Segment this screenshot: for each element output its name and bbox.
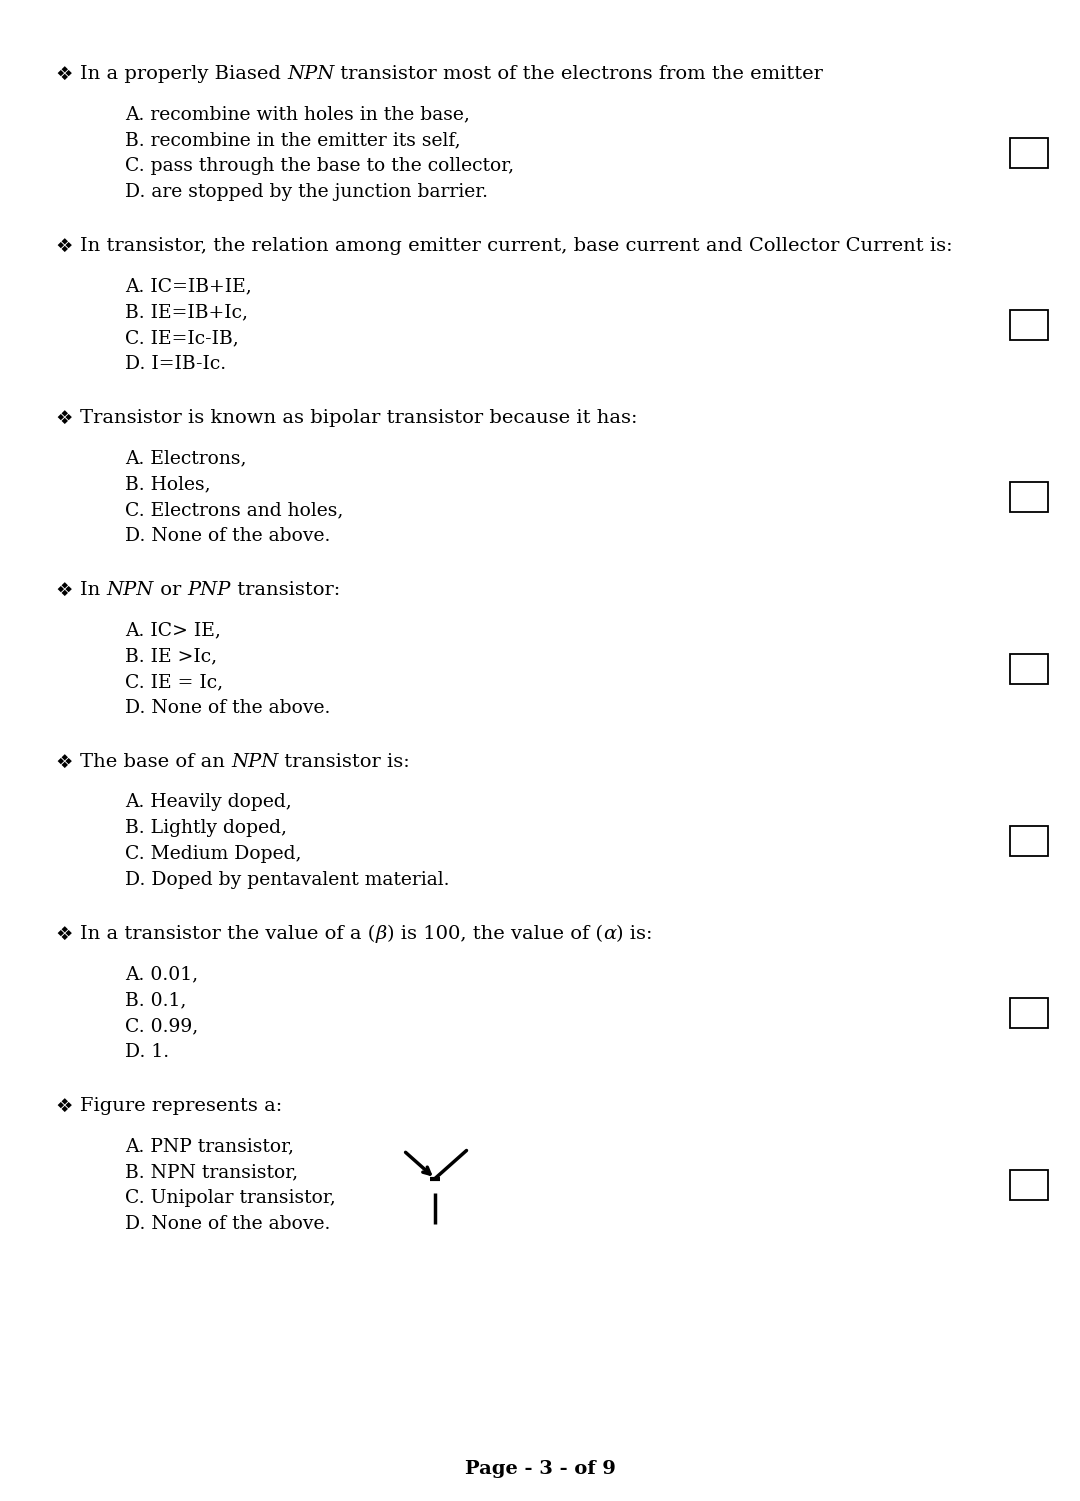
Text: Figure represents a:: Figure represents a: <box>80 1097 282 1115</box>
Text: NPN: NPN <box>231 754 279 772</box>
Text: β: β <box>376 925 387 943</box>
Text: ❖: ❖ <box>55 1097 72 1117</box>
Text: transistor is:: transistor is: <box>279 754 410 772</box>
Text: α: α <box>603 925 616 943</box>
Bar <box>1010 654 1048 684</box>
Text: ) is:: ) is: <box>616 925 652 943</box>
Bar <box>1010 138 1048 168</box>
Text: C. Electrons and holes,: C. Electrons and holes, <box>125 501 343 519</box>
Text: ❖: ❖ <box>55 237 72 257</box>
Text: C. Medium Doped,: C. Medium Doped, <box>125 845 301 863</box>
Bar <box>1010 311 1048 341</box>
Text: C. IE = Ic,: C. IE = Ic, <box>125 672 224 690</box>
Text: B. Holes,: B. Holes, <box>125 474 211 492</box>
Text: B. IE >Ic,: B. IE >Ic, <box>125 647 217 665</box>
Text: Transistor is known as bipolar transistor because it has:: Transistor is known as bipolar transisto… <box>80 408 637 426</box>
Text: ❖: ❖ <box>55 65 72 84</box>
Text: transistor most of the electrons from the emitter: transistor most of the electrons from th… <box>335 65 823 83</box>
Text: B. NPN transistor,: B. NPN transistor, <box>125 1163 298 1181</box>
Text: In a properly Biased: In a properly Biased <box>80 65 287 83</box>
Bar <box>1010 482 1048 512</box>
Text: D. are stopped by the junction barrier.: D. are stopped by the junction barrier. <box>125 183 488 201</box>
Text: NPN: NPN <box>287 65 335 83</box>
Text: transistor:: transistor: <box>231 581 340 599</box>
Text: B. Lightly doped,: B. Lightly doped, <box>125 820 287 838</box>
Text: In a transistor the value of a (: In a transistor the value of a ( <box>80 925 376 943</box>
Text: ❖: ❖ <box>55 925 72 944</box>
Text: B. 0.1,: B. 0.1, <box>125 991 187 1009</box>
Text: C. pass through the base to the collector,: C. pass through the base to the collecto… <box>125 158 514 176</box>
Text: A. IC> IE,: A. IC> IE, <box>125 621 221 639</box>
Text: The base of an: The base of an <box>80 754 231 772</box>
Text: ❖: ❖ <box>55 581 72 600</box>
Text: A. Heavily doped,: A. Heavily doped, <box>125 793 292 811</box>
Text: D. I=IB-Ic.: D. I=IB-Ic. <box>125 356 226 374</box>
Text: D. None of the above.: D. None of the above. <box>125 699 330 717</box>
Text: ) is 100, the value of (: ) is 100, the value of ( <box>387 925 603 943</box>
Bar <box>1010 826 1048 856</box>
Text: C. IE=Ic-IB,: C. IE=Ic-IB, <box>125 329 239 347</box>
Text: In: In <box>80 581 107 599</box>
Text: C. 0.99,: C. 0.99, <box>125 1018 199 1036</box>
Text: A. recombine with holes in the base,: A. recombine with holes in the base, <box>125 105 470 123</box>
Text: A. PNP transistor,: A. PNP transistor, <box>125 1136 294 1154</box>
Text: or: or <box>153 581 187 599</box>
Text: PNP: PNP <box>187 581 231 599</box>
Text: A. 0.01,: A. 0.01, <box>125 965 198 983</box>
Text: C. Unipolar transistor,: C. Unipolar transistor, <box>125 1189 336 1207</box>
Text: NPN: NPN <box>107 581 153 599</box>
Text: B. recombine in the emitter its self,: B. recombine in the emitter its self, <box>125 131 461 149</box>
Text: Page - 3 - of 9: Page - 3 - of 9 <box>464 1460 616 1478</box>
Text: D. Doped by pentavalent material.: D. Doped by pentavalent material. <box>125 871 449 889</box>
Text: ❖: ❖ <box>55 754 72 772</box>
Bar <box>1010 1169 1048 1199</box>
Text: B. IE=IB+Ic,: B. IE=IB+Ic, <box>125 303 248 321</box>
Text: D. None of the above.: D. None of the above. <box>125 1214 330 1232</box>
Bar <box>1010 998 1048 1028</box>
Text: A. Electrons,: A. Electrons, <box>125 449 246 467</box>
Text: D. None of the above.: D. None of the above. <box>125 527 330 545</box>
Text: ❖: ❖ <box>55 408 72 428</box>
Text: A. IC=IB+IE,: A. IC=IB+IE, <box>125 278 252 296</box>
Text: In transistor, the relation among emitter current, base current and Collector Cu: In transistor, the relation among emitte… <box>80 237 953 255</box>
Text: D. 1.: D. 1. <box>125 1043 170 1061</box>
